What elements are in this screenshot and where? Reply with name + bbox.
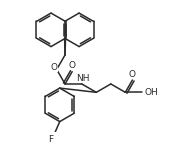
- Text: O: O: [69, 61, 76, 70]
- Text: OH: OH: [145, 88, 159, 97]
- Text: NH: NH: [76, 73, 89, 83]
- Text: O: O: [129, 70, 136, 78]
- Text: O: O: [51, 64, 58, 72]
- Text: F: F: [48, 135, 53, 144]
